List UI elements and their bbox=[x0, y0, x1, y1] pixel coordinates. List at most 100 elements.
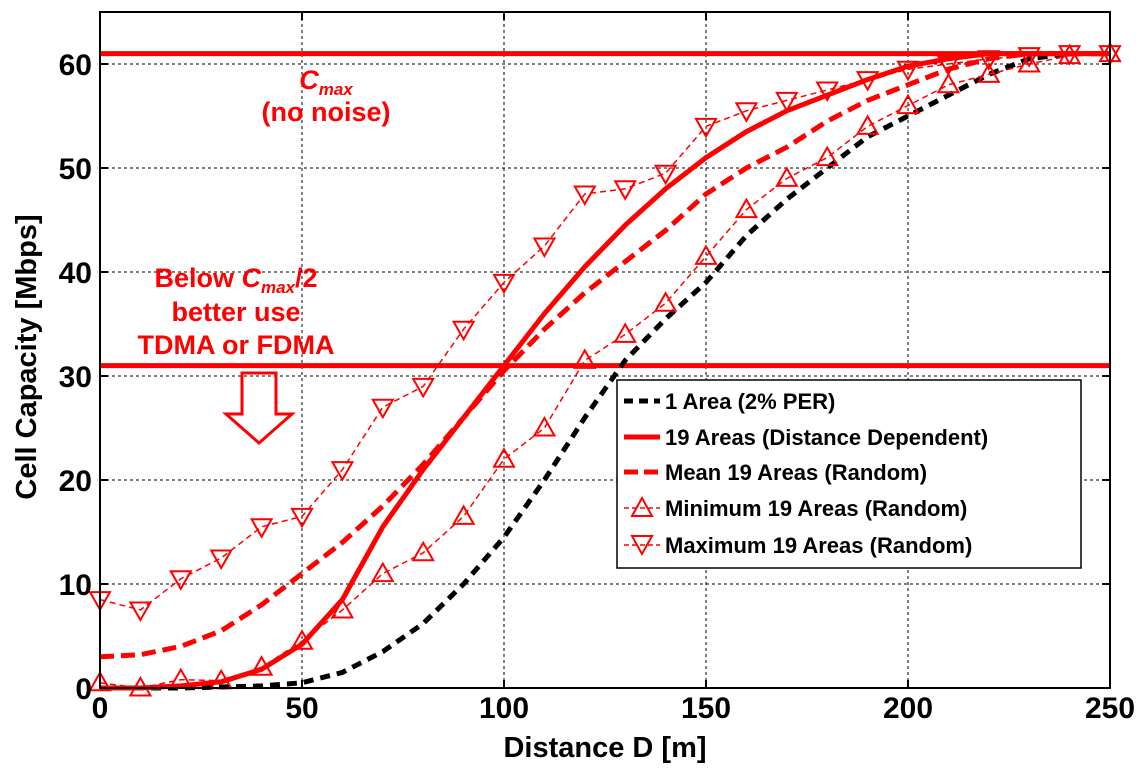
half-cmax-prefix: Below bbox=[154, 263, 241, 293]
data-point-marker bbox=[492, 273, 516, 295]
data-point-marker bbox=[613, 180, 637, 201]
data-point-marker bbox=[1017, 47, 1041, 68]
series-line bbox=[100, 51, 1110, 691]
data-point-marker bbox=[290, 507, 314, 529]
legend-label: Maximum 19 Areas (Random) bbox=[665, 533, 972, 558]
legend-box bbox=[616, 379, 1082, 569]
axis-ticks: 0 50 100 150 200 250 0 10 20 30 40 50 60 bbox=[59, 12, 1135, 725]
series-1 bbox=[100, 51, 1110, 691]
half-cmax-suffix: /2 bbox=[295, 263, 318, 293]
legend-entry: Minimum 19 Areas (Random) bbox=[624, 495, 967, 521]
data-point-marker bbox=[209, 549, 233, 571]
y-tick-label: 10 bbox=[59, 569, 92, 602]
y-tick-label: 50 bbox=[59, 153, 92, 186]
data-point-marker bbox=[573, 348, 597, 369]
series-line bbox=[100, 51, 1110, 691]
legend-entry: Mean 19 Areas (Random) bbox=[624, 460, 927, 485]
legend-label: 19 Areas (Distance Dependent) bbox=[665, 425, 988, 450]
series-0 bbox=[100, 51, 1110, 691]
data-point-marker bbox=[936, 72, 961, 94]
data-point-marker bbox=[451, 504, 476, 525]
y-tick-label: 40 bbox=[59, 257, 92, 290]
data-point-marker bbox=[775, 166, 799, 187]
data-point-marker bbox=[1057, 45, 1082, 66]
svg-text:Below Cmax/2: Below Cmax/2 bbox=[154, 263, 317, 297]
data-point-marker bbox=[492, 447, 516, 468]
data-point-marker bbox=[653, 291, 678, 312]
data-point-marker bbox=[977, 50, 1001, 71]
data-point-marker bbox=[330, 461, 355, 482]
data-point-marker bbox=[371, 561, 395, 583]
series-layer bbox=[88, 41, 1122, 697]
data-point-marker bbox=[532, 237, 557, 259]
data-point-marker bbox=[694, 244, 718, 265]
data-point-marker bbox=[977, 62, 1001, 83]
cmax-subscript: max bbox=[319, 80, 355, 99]
data-point-marker bbox=[330, 597, 355, 619]
data-point-marker bbox=[936, 55, 961, 77]
x-tick-label: 250 bbox=[1085, 692, 1135, 725]
series-4 bbox=[88, 45, 1122, 623]
down-arrow-icon bbox=[222, 371, 296, 445]
half-cmax-subscript: max bbox=[261, 278, 297, 297]
cmax-symbol: C bbox=[299, 65, 319, 95]
legend-entry: 19 Areas (Distance Dependent) bbox=[624, 425, 988, 450]
reference-lines bbox=[100, 51, 1110, 369]
series-line bbox=[99, 52, 1111, 689]
data-point-marker bbox=[896, 60, 920, 82]
x-tick-label: 200 bbox=[883, 692, 933, 725]
data-point-marker bbox=[896, 93, 920, 115]
series-line bbox=[99, 52, 1110, 611]
x-axis-label: Distance D [m] bbox=[503, 732, 706, 764]
data-point-marker bbox=[694, 117, 718, 139]
data-point-marker bbox=[128, 601, 153, 623]
series-line bbox=[99, 51, 1110, 660]
data-point-marker bbox=[371, 398, 395, 420]
half-cmax-line2: better use bbox=[171, 297, 300, 327]
legend-label: Mean 19 Areas (Random) bbox=[665, 460, 927, 485]
legend-entry: Maximum 19 Areas (Random) bbox=[624, 533, 972, 558]
data-point-marker bbox=[613, 322, 637, 343]
cmax-caption: (no noise) bbox=[262, 97, 391, 127]
data-point-marker bbox=[734, 197, 759, 219]
x-tick-label: 100 bbox=[479, 692, 529, 725]
data-point-marker bbox=[169, 570, 193, 591]
y-tick-label: 0 bbox=[75, 673, 92, 706]
plot-area-frame bbox=[99, 11, 1111, 689]
triangle-up-icon bbox=[630, 495, 654, 517]
data-point-marker bbox=[249, 518, 274, 539]
data-point-marker bbox=[411, 540, 435, 562]
svg-text:Cmax: Cmax bbox=[299, 65, 354, 99]
data-point-marker bbox=[815, 145, 839, 167]
y-tick-label: 30 bbox=[59, 361, 92, 394]
data-point-marker bbox=[451, 320, 476, 342]
legend-entry: 1 Area (2% PER) bbox=[624, 389, 835, 414]
data-point-marker bbox=[815, 81, 839, 103]
data-point-marker bbox=[573, 185, 597, 207]
data-point-marker bbox=[249, 655, 274, 676]
cmax-annotation: Cmax (no noise) bbox=[262, 65, 391, 127]
data-point-marker bbox=[653, 164, 678, 186]
half-cmax-line3: TDMA or FDMA bbox=[138, 330, 335, 360]
triangle-down-icon bbox=[630, 535, 654, 557]
data-point-marker bbox=[532, 415, 557, 437]
x-tick-label: 50 bbox=[285, 692, 318, 725]
y-tick-label: 60 bbox=[59, 49, 92, 82]
data-point-marker bbox=[734, 102, 759, 123]
legend-label: Minimum 19 Areas (Random) bbox=[665, 496, 967, 521]
legend: 1 Area (2% PER) 19 Areas (Distance Depen… bbox=[616, 379, 1082, 569]
data-point-marker bbox=[855, 71, 880, 92]
data-point-marker bbox=[1017, 51, 1041, 73]
data-point-marker bbox=[775, 91, 799, 113]
data-point-marker bbox=[290, 629, 314, 650]
y-tick-label: 20 bbox=[59, 465, 92, 498]
half-cmax-annotation: Below Cmax/2 better use TDMA or FDMA bbox=[138, 263, 335, 445]
series-2 bbox=[99, 51, 1110, 660]
legend-label: 1 Area (2% PER) bbox=[665, 389, 835, 414]
data-point-marker bbox=[128, 675, 153, 697]
series-3 bbox=[88, 41, 1122, 697]
x-tick-label: 150 bbox=[681, 692, 731, 725]
data-point-marker bbox=[411, 377, 435, 399]
data-point-marker bbox=[88, 670, 112, 692]
